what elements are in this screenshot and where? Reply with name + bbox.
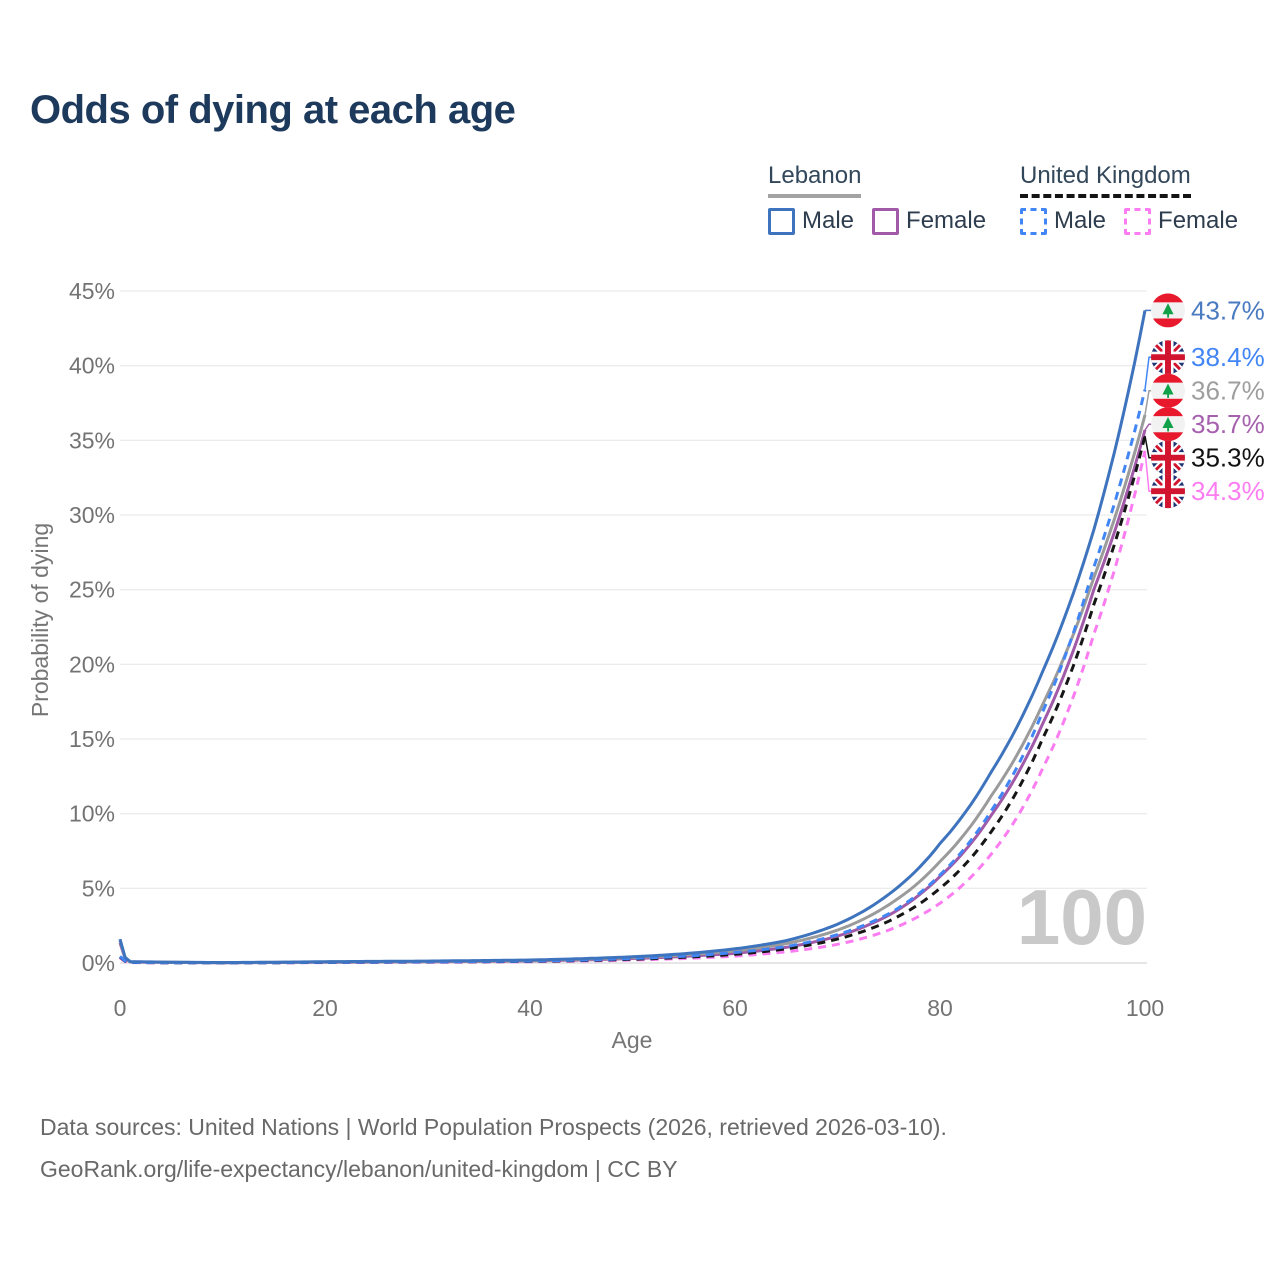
y-axis-title: Probability of dying [27,523,53,717]
end-value-text: 35.7% [1191,409,1265,439]
mortality-chart[interactable]: 100 43.7% 38.4% 36.7%35.7% 35.3%34.3% 0% 5% 1… [0,0,1280,1085]
legend-swatch-icon [768,207,795,235]
end-value-text: 34.3% [1191,476,1265,506]
legend-group-united-kingdom: United Kingdom Male Female [1020,162,1238,235]
legend-group-title: Lebanon [768,162,862,198]
y-axis-tick-labels: 0% 5% 10% 15% 20% 25% 30% 35% 40% 45% [69,278,115,976]
legend-item-united-kingdom-male[interactable]: Male [1020,207,1106,235]
lebanon-flag-icon [1151,293,1185,327]
y-tick-label: 45% [69,278,115,304]
age-watermark: 100 [1017,873,1147,961]
legend-item-label: Female [1158,207,1239,234]
legend-item-lebanon-female[interactable]: Female [872,207,986,235]
leader-line [1144,356,1152,390]
leader-line [1144,450,1152,492]
end-label-uk-38.4%: 38.4% [1151,340,1265,374]
page-title: Odds of dying at each age [30,88,516,132]
uk-flag-icon [1151,340,1185,374]
lebanon-flag-icon [1151,374,1185,408]
leader-line [1144,389,1152,416]
label-leader-lines [1144,309,1152,492]
series-line-lebanon-female[interactable] [118,429,1147,965]
x-tick-label: 20 [312,995,338,1021]
y-tick-label: 30% [69,502,115,528]
legend-group-lebanon: Lebanon Male Female [768,162,986,235]
data-sources-text: Data sources: United Nations | World Pop… [40,1114,947,1140]
series-line-united-kingdom-female[interactable] [119,450,1147,965]
end-label-uk-34.3%: 34.3% [1151,474,1265,508]
series-lines[interactable] [118,310,1147,965]
leader-line [1144,423,1152,431]
legend-item-label: Male [1054,207,1107,234]
x-tick-label: 0 [114,995,127,1021]
gridlines [120,290,1147,964]
x-tick-label: 100 [1126,995,1164,1021]
end-value-text: 35.3% [1191,443,1265,473]
legend-item-united-kingdom-female[interactable]: Female [1124,207,1238,235]
end-value-text: 43.7% [1191,295,1265,325]
x-tick-label: 80 [927,995,953,1021]
x-tick-label: 40 [517,995,543,1021]
end-label-uk-35.3%: 35.3% [1151,441,1265,475]
footer: Data sources: United Nations | World Pop… [40,1106,947,1190]
legend-swatch-icon [1020,207,1047,235]
y-tick-label: 10% [69,801,115,827]
source-url-text[interactable]: GeoRank.org/life-expectancy/lebanon/unit… [40,1156,678,1182]
series-line-lebanon-both[interactable] [118,414,1147,965]
y-tick-label: 15% [69,726,115,752]
end-label-lebanon-36.7%: 36.7% [1151,374,1265,408]
legend-swatch-icon [872,207,900,235]
y-tick-label: 35% [69,427,115,453]
y-tick-label: 20% [69,651,115,677]
legend-group-title: United Kingdom [1020,162,1191,198]
lebanon-flag-icon [1151,407,1185,441]
end-value-text: 38.4% [1191,342,1265,372]
y-tick-label: 5% [82,875,115,901]
end-value-text: 36.7% [1191,376,1265,406]
chart-legend: Lebanon Male Female United Kingdom Male Femal… [768,162,1248,242]
legend-item-lebanon-male[interactable]: Male [768,207,854,235]
legend-item-label: Female [906,207,987,234]
legend-item-label: Male [802,207,855,234]
series-line-lebanon-male[interactable] [118,310,1147,965]
x-tick-label: 60 [722,995,748,1021]
x-axis-title: Age [612,1027,653,1053]
end-label-lebanon-43.7%: 43.7% [1151,293,1265,327]
y-tick-label: 40% [69,353,115,379]
legend-swatch-icon [1124,207,1152,235]
y-tick-label: 25% [69,577,115,603]
uk-flag-icon [1151,441,1185,475]
series-line-united-kingdom-male[interactable] [118,389,1147,965]
uk-flag-icon [1151,474,1185,508]
end-value-labels: 43.7% 38.4% 36.7%35.7% 35.3%34.3% [1151,293,1265,508]
y-tick-label: 0% [82,950,115,976]
x-axis-tick-labels: 0 20 40 60 80 100 [114,995,1165,1021]
leader-line [1144,435,1152,459]
end-label-lebanon-35.7%: 35.7% [1151,407,1265,441]
